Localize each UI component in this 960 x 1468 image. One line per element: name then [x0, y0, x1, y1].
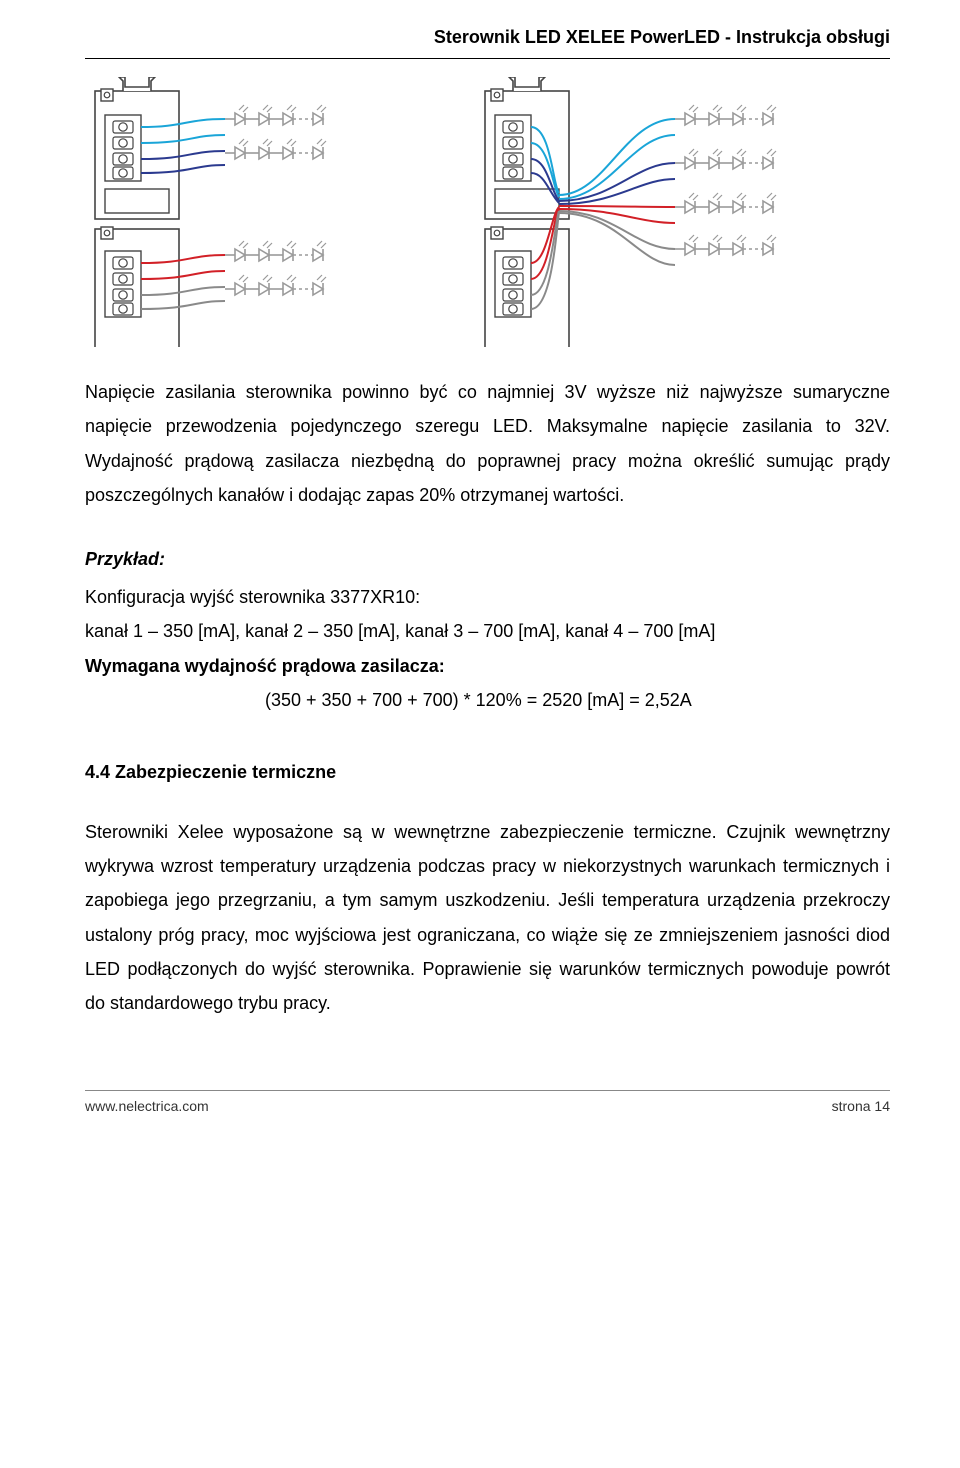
- example-line-2: kanał 1 – 350 [mA], kanał 2 – 350 [mA], …: [85, 614, 890, 648]
- example-line-1: Konfiguracja wyjść sterownika 3377XR10:: [85, 580, 890, 614]
- paragraph-1: Napięcie zasilania sterownika powinno by…: [85, 375, 890, 512]
- section-heading-4-4: 4.4 Zabezpieczenie termiczne: [85, 755, 890, 789]
- paragraph-2: Sterowniki Xelee wyposażone są w wewnętr…: [85, 815, 890, 1020]
- wiring-diagram: [85, 77, 890, 347]
- footer-page-number: strona 14: [832, 1093, 890, 1120]
- example-label: Przykład:: [85, 542, 890, 576]
- example-body: Konfiguracja wyjść sterownika 3377XR10: …: [85, 580, 890, 717]
- example-line-4: (350 + 350 + 700 + 700) * 120% = 2520 [m…: [85, 683, 890, 717]
- header-rule: [85, 58, 890, 59]
- page-footer: www.nelectrica.com strona 14: [85, 1090, 890, 1120]
- document-header-title: Sterownik LED XELEE PowerLED - Instrukcj…: [85, 20, 890, 54]
- footer-url: www.nelectrica.com: [85, 1093, 209, 1120]
- example-line-3: Wymagana wydajność prądowa zasilacza:: [85, 649, 890, 683]
